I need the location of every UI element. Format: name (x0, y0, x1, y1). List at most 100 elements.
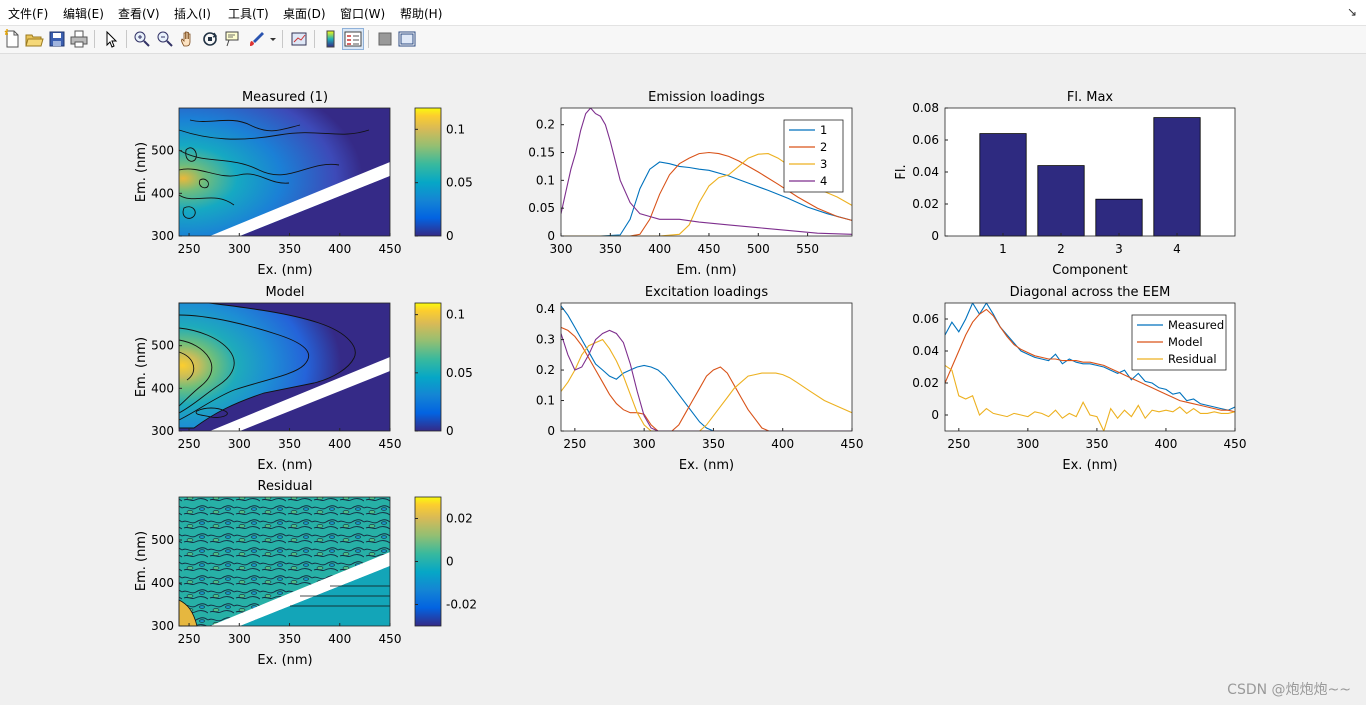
dock-arrow-icon[interactable]: ↘ (1346, 5, 1357, 19)
legend-icon[interactable] (342, 28, 364, 50)
chart-title: Excitation loadings (645, 285, 768, 300)
x-tick-label: 350 (702, 437, 725, 451)
zoom-out-icon[interactable] (155, 29, 175, 49)
menu-tools[interactable]: 工具(T) (228, 7, 269, 21)
axes-box (178, 496, 391, 627)
legend-label: Residual (1168, 352, 1217, 366)
legend-label: 3 (820, 157, 827, 171)
x-tick-label: 450 (379, 632, 402, 646)
colorbar-ticks: 0 0.05 0.1 (415, 308, 473, 438)
x-tick-label: 350 (1085, 437, 1108, 451)
y-tick-label: 0 (547, 424, 555, 438)
x-tick-label: 300 (228, 632, 251, 646)
brush-icon[interactable] (247, 29, 267, 49)
legend-label: Measured (1168, 318, 1224, 332)
contour-lines (195, 407, 228, 418)
y-tick-label: 500 (151, 339, 174, 353)
legend: Measured Model Residual (1131, 314, 1227, 371)
link-plot-icon[interactable] (289, 29, 309, 49)
y-tick-label: 0.02 (912, 376, 939, 390)
y-tick-label: 0.1 (536, 394, 555, 408)
x-tick-label: 550 (796, 242, 819, 256)
colorbar-tick-label: 0 (446, 229, 454, 243)
chart-title: Residual (258, 479, 313, 494)
print-icon[interactable] (69, 29, 89, 49)
chart-title: Measured (1) (242, 90, 328, 105)
pan-hand-icon[interactable] (178, 29, 198, 49)
colorbar-ticks: -0.02 0 0.02 (415, 512, 477, 612)
x-tick-label: 350 (599, 242, 622, 256)
x-tick-label: 450 (379, 242, 402, 256)
x-axis-label: Ex. (nm) (679, 458, 734, 473)
menu-bar: 文件(F) 编辑(E) 查看(V) 插入(I) 工具(T) 桌面(D) 窗口(W… (0, 0, 1366, 26)
contour-lines (178, 314, 309, 421)
brush-dropdown-icon[interactable] (268, 29, 278, 49)
y-tick-label: 400 (151, 381, 174, 395)
zoom-in-icon[interactable] (132, 29, 152, 49)
menu-insert[interactable]: 插入(I) (174, 7, 211, 21)
save-icon[interactable] (47, 29, 67, 49)
series-line-4 (561, 329, 852, 431)
x-tick-label: 450 (841, 437, 864, 451)
y-tick-label: 300 (151, 424, 174, 438)
menu-desktop[interactable]: 桌面(D) (283, 7, 326, 21)
x-axis-label: Component (1052, 263, 1127, 278)
residual-heatmap-panel: Residual 250 300 350 400 450 300 400 500 Ex. (… (134, 479, 477, 668)
y-axis: 300 400 500 (151, 144, 182, 243)
x-tick-label: 250 (947, 437, 970, 451)
y-axis-label: Fl. (894, 164, 909, 179)
edit-plot-arrow-icon[interactable] (101, 29, 121, 49)
x-tick-label: 2 (1057, 242, 1065, 256)
y-tick-label: 0 (547, 229, 555, 243)
x-tick-label: 300 (228, 242, 251, 256)
colorbar-tick-label: 0.1 (446, 122, 465, 136)
y-tick-label: 400 (151, 576, 174, 590)
menu-edit[interactable]: 编辑(E) (63, 7, 104, 21)
menu-view[interactable]: 查看(V) (118, 7, 160, 21)
chart-title: Emission loadings (648, 90, 765, 105)
y-tick-label: 500 (151, 533, 174, 547)
scatter-band-mask (210, 162, 390, 236)
contour-lines (290, 585, 390, 607)
hide-plot-tools-icon[interactable] (375, 29, 395, 49)
colorbar (414, 302, 442, 432)
y-tick-label: 0.08 (912, 101, 939, 115)
x-axis-label: Ex. (nm) (257, 458, 312, 473)
diagonal-eem-plot: 250 300 350 400 450 0 0.02 0.04 0.06 Diagonal acr… (912, 285, 1246, 473)
y-tick-label: 0.2 (536, 363, 555, 377)
watermark: CSDN @炮炮炮~~ (1227, 682, 1351, 698)
scatter-band-mask (210, 552, 390, 626)
data-cursor-icon[interactable] (223, 29, 243, 49)
x-tick-label: 400 (771, 437, 794, 451)
measured-heatmap-panel: Measured (1) 250 300 350 400 450 300 400 500 E… (134, 90, 473, 278)
y-tick-label: 0.04 (912, 165, 939, 179)
y-tick-label: 0 (931, 229, 939, 243)
series-line-4 (561, 108, 852, 235)
x-tick-label: 250 (563, 437, 586, 451)
rotate-3d-icon[interactable] (200, 29, 220, 49)
y-tick-label: 0.15 (528, 146, 555, 160)
menu-window[interactable]: 窗口(W) (340, 7, 386, 21)
legend-label: 1 (820, 123, 827, 137)
x-tick-label: 300 (633, 437, 656, 451)
colorbar (414, 107, 442, 237)
bar-3 (1095, 198, 1143, 237)
toolbar-separator (126, 30, 127, 48)
chart-title: Fl. Max (1067, 90, 1114, 105)
y-axis: 300 400 500 (151, 339, 182, 438)
menu-file[interactable]: 文件(F) (8, 7, 49, 21)
chart-title: Model (265, 285, 304, 300)
colorbar-tick-label: 0.1 (446, 308, 465, 322)
new-figure-icon[interactable] (2, 29, 22, 49)
x-tick-label: 350 (278, 242, 301, 256)
menu-help[interactable]: 帮助(H) (400, 7, 443, 21)
open-file-icon[interactable] (24, 29, 44, 49)
x-tick-label: 400 (1154, 437, 1177, 451)
show-plot-tools-icon[interactable] (397, 29, 417, 49)
colorbar-icon[interactable] (321, 29, 341, 49)
x-tick-label: 350 (278, 437, 301, 451)
bar-4 (1153, 117, 1201, 237)
colorbar-tick-label: 0 (446, 424, 454, 438)
x-axis: 250 300 350 400 450 (178, 623, 402, 646)
x-tick-label: 450 (698, 242, 721, 256)
